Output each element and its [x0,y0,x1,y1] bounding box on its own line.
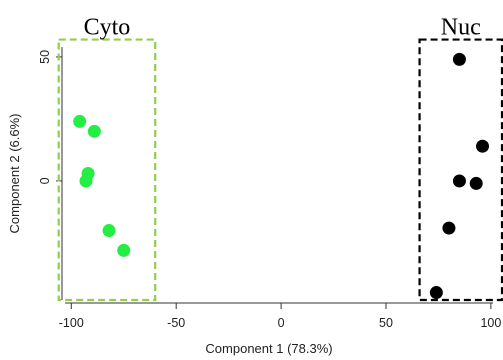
data-point-cyto [73,114,87,128]
x-tick-label: -50 [167,316,185,330]
y-axis-label: Component 2 (6.6%) [7,114,22,234]
group-box-cyto [57,38,157,302]
x-tick-label: 100 [480,316,501,330]
data-point-nuc [429,286,443,300]
axes [61,47,493,304]
y-tick-label: 0 [38,177,52,184]
x-tick-label: 0 [278,316,285,330]
data-point-nuc [452,52,466,66]
data-point-nuc [442,221,456,235]
data-point-nuc [476,139,490,153]
data-point-cyto [87,124,101,138]
data-point-cyto [79,174,93,188]
group-label-cyto: Cyto [84,15,131,41]
group-label-nuc: Nuc [441,15,481,41]
data-points [73,52,490,300]
y-tick-label: 50 [38,50,52,64]
x-axis-label: Component 1 (78.3%) [205,341,332,356]
data-point-nuc [452,174,466,188]
group-box-nuc [418,38,503,302]
data-point-nuc [469,176,483,190]
x-axis-ticks: -100 -50 0 50 100 [59,303,501,330]
data-point-cyto [117,243,131,257]
x-tick-label: 50 [379,316,393,330]
group-boxes: Cyto Nuc [57,15,503,302]
x-tick-label: -100 [59,316,84,330]
data-point-cyto [102,224,116,238]
